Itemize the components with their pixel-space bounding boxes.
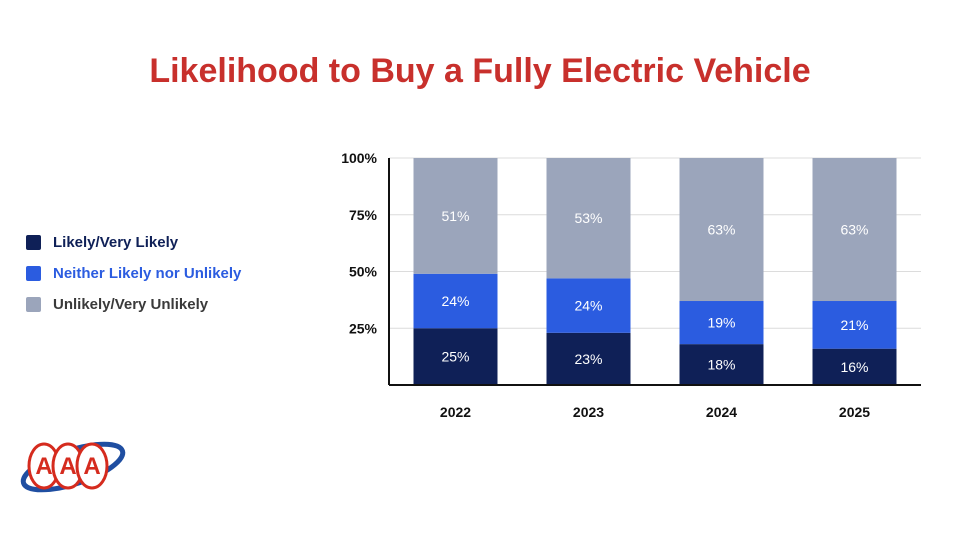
data-label: 53% [574,210,602,226]
logo-letter: A [83,453,100,480]
legend-item-neither: Neither Likely nor Unlikely [26,258,241,289]
bar-segment [812,301,897,349]
bar-segment [679,158,764,302]
legend-label-likely: Likely/Very Likely [53,234,179,251]
bar-segment [546,158,631,279]
data-label: 51% [441,208,469,224]
legend-label-neither: Neither Likely nor Unlikely [53,265,242,282]
logo-letter: A [59,453,76,480]
chart-title: Likelihood to Buy a Fully Electric Vehic… [149,52,811,90]
data-label: 63% [840,222,868,238]
data-label: 19% [707,315,735,331]
legend-swatch-unlikely [26,297,41,312]
legend-item-unlikely: Unlikely/Very Unlikely [26,289,241,320]
x-tick-label: 2022 [440,404,471,420]
y-tick-label: 75% [349,207,378,223]
legend-label-unlikely: Unlikely/Very Unlikely [53,296,209,313]
x-tick-label: 2023 [573,404,604,420]
logo-letter: A [35,453,52,480]
y-tick-label: 100% [341,150,377,166]
data-label: 24% [574,298,602,314]
bar-segment [413,158,498,274]
bar-segment [679,344,764,385]
data-label: 63% [707,222,735,238]
bar-segment [812,348,897,385]
bar-segment [413,328,498,385]
legend: Likely/Very Likely Neither Likely nor Un… [26,227,241,320]
x-tick-label: 2024 [706,404,737,420]
legend-swatch-likely [26,235,41,250]
bar-segment [812,158,897,302]
legend-swatch-neither [26,266,41,281]
bar-segment [679,301,764,345]
data-label: 16% [840,359,868,375]
data-label: 24% [441,293,469,309]
data-label: 21% [840,317,868,333]
data-label: 23% [574,351,602,367]
y-tick-label: 50% [349,264,378,280]
bar-segment [546,278,631,333]
bar-segment [413,273,498,329]
bar-segment [546,332,631,385]
x-tick-label: 2025 [839,404,870,420]
data-label: 18% [707,357,735,373]
data-label: 25% [441,349,469,365]
y-tick-label: 25% [349,320,378,336]
legend-item-likely: Likely/Very Likely [26,227,241,258]
